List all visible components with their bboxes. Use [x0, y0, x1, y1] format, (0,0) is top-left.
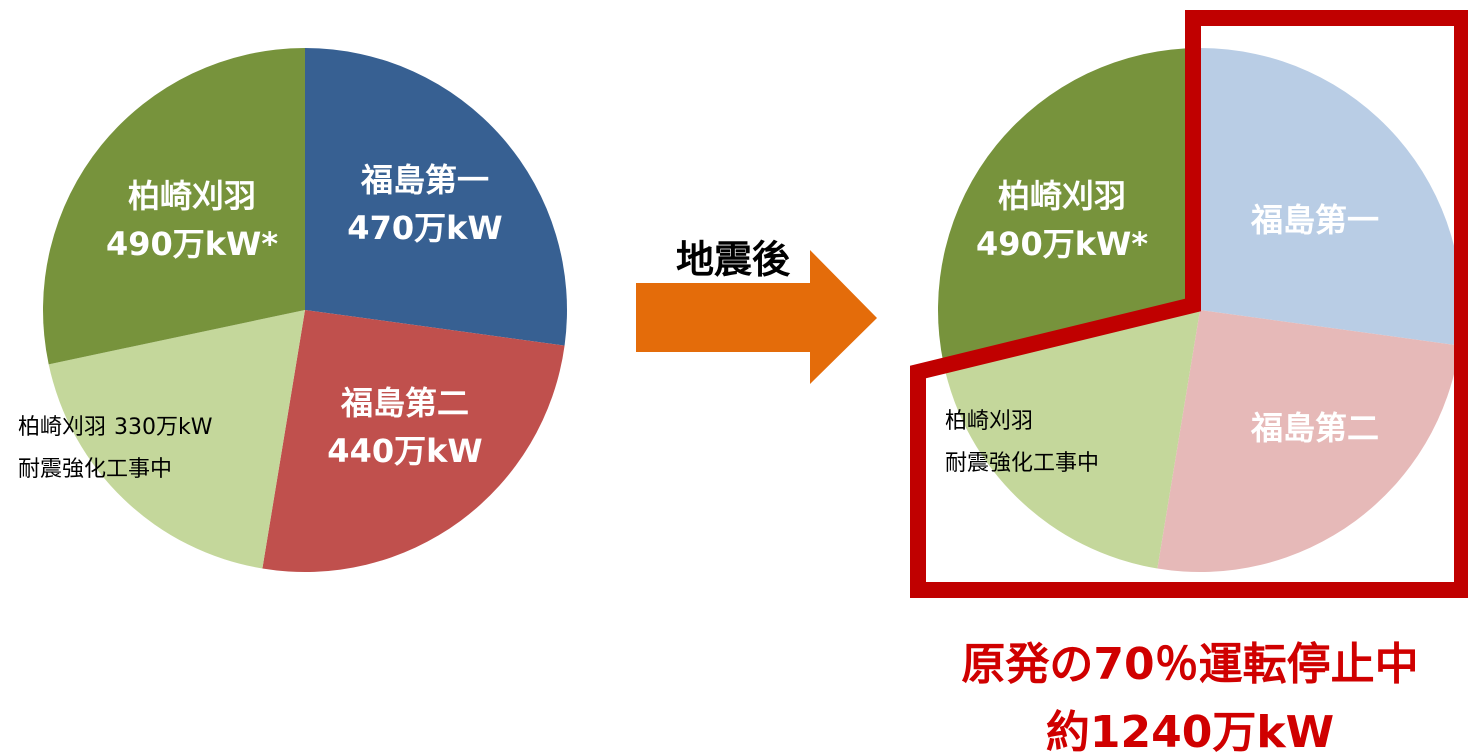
slice-label-group: 柏崎刈羽 330万kW [18, 415, 213, 440]
slice-label: 柏崎刈羽 [128, 177, 256, 215]
callout-line: 原発の70％運転停止中 [961, 639, 1418, 690]
slice-label: 福島第一 [360, 161, 489, 199]
pie-slice [305, 48, 567, 346]
slice-label: 柏崎刈羽 [18, 415, 106, 440]
pie-slice [943, 310, 1200, 569]
slice-label: 柏崎刈羽 [998, 177, 1126, 215]
pie-slice [937, 48, 1200, 365]
slice-value: 440万kW [327, 432, 482, 470]
pie-slice [48, 310, 305, 569]
pie-slice [1200, 48, 1462, 346]
slice-note: 耐震強化工事中 [945, 451, 1099, 476]
slice-label: 福島第二 [1250, 409, 1379, 447]
highlight-frame [910, 10, 1468, 598]
pie-slice [262, 310, 565, 572]
arrow [636, 250, 877, 384]
slice-value: 490万kW* [976, 225, 1148, 263]
slice-label-group: 柏崎刈羽 [945, 409, 1033, 434]
slice-label: 福島第一 [1250, 201, 1379, 239]
arrow-label: 地震後 [676, 238, 791, 282]
slice-value: 490万kW* [106, 225, 278, 263]
pie-slice [42, 48, 305, 365]
slice-note: 耐震強化工事中 [18, 457, 172, 482]
callout-line: 約1240万kW [1046, 707, 1334, 754]
slice-label: 福島第二 [340, 384, 469, 422]
pie-slice [1157, 310, 1460, 573]
slice-value: 470万kW [347, 209, 502, 247]
slice-value: 330万kW [114, 415, 213, 440]
slice-label: 柏崎刈羽 [945, 409, 1033, 434]
